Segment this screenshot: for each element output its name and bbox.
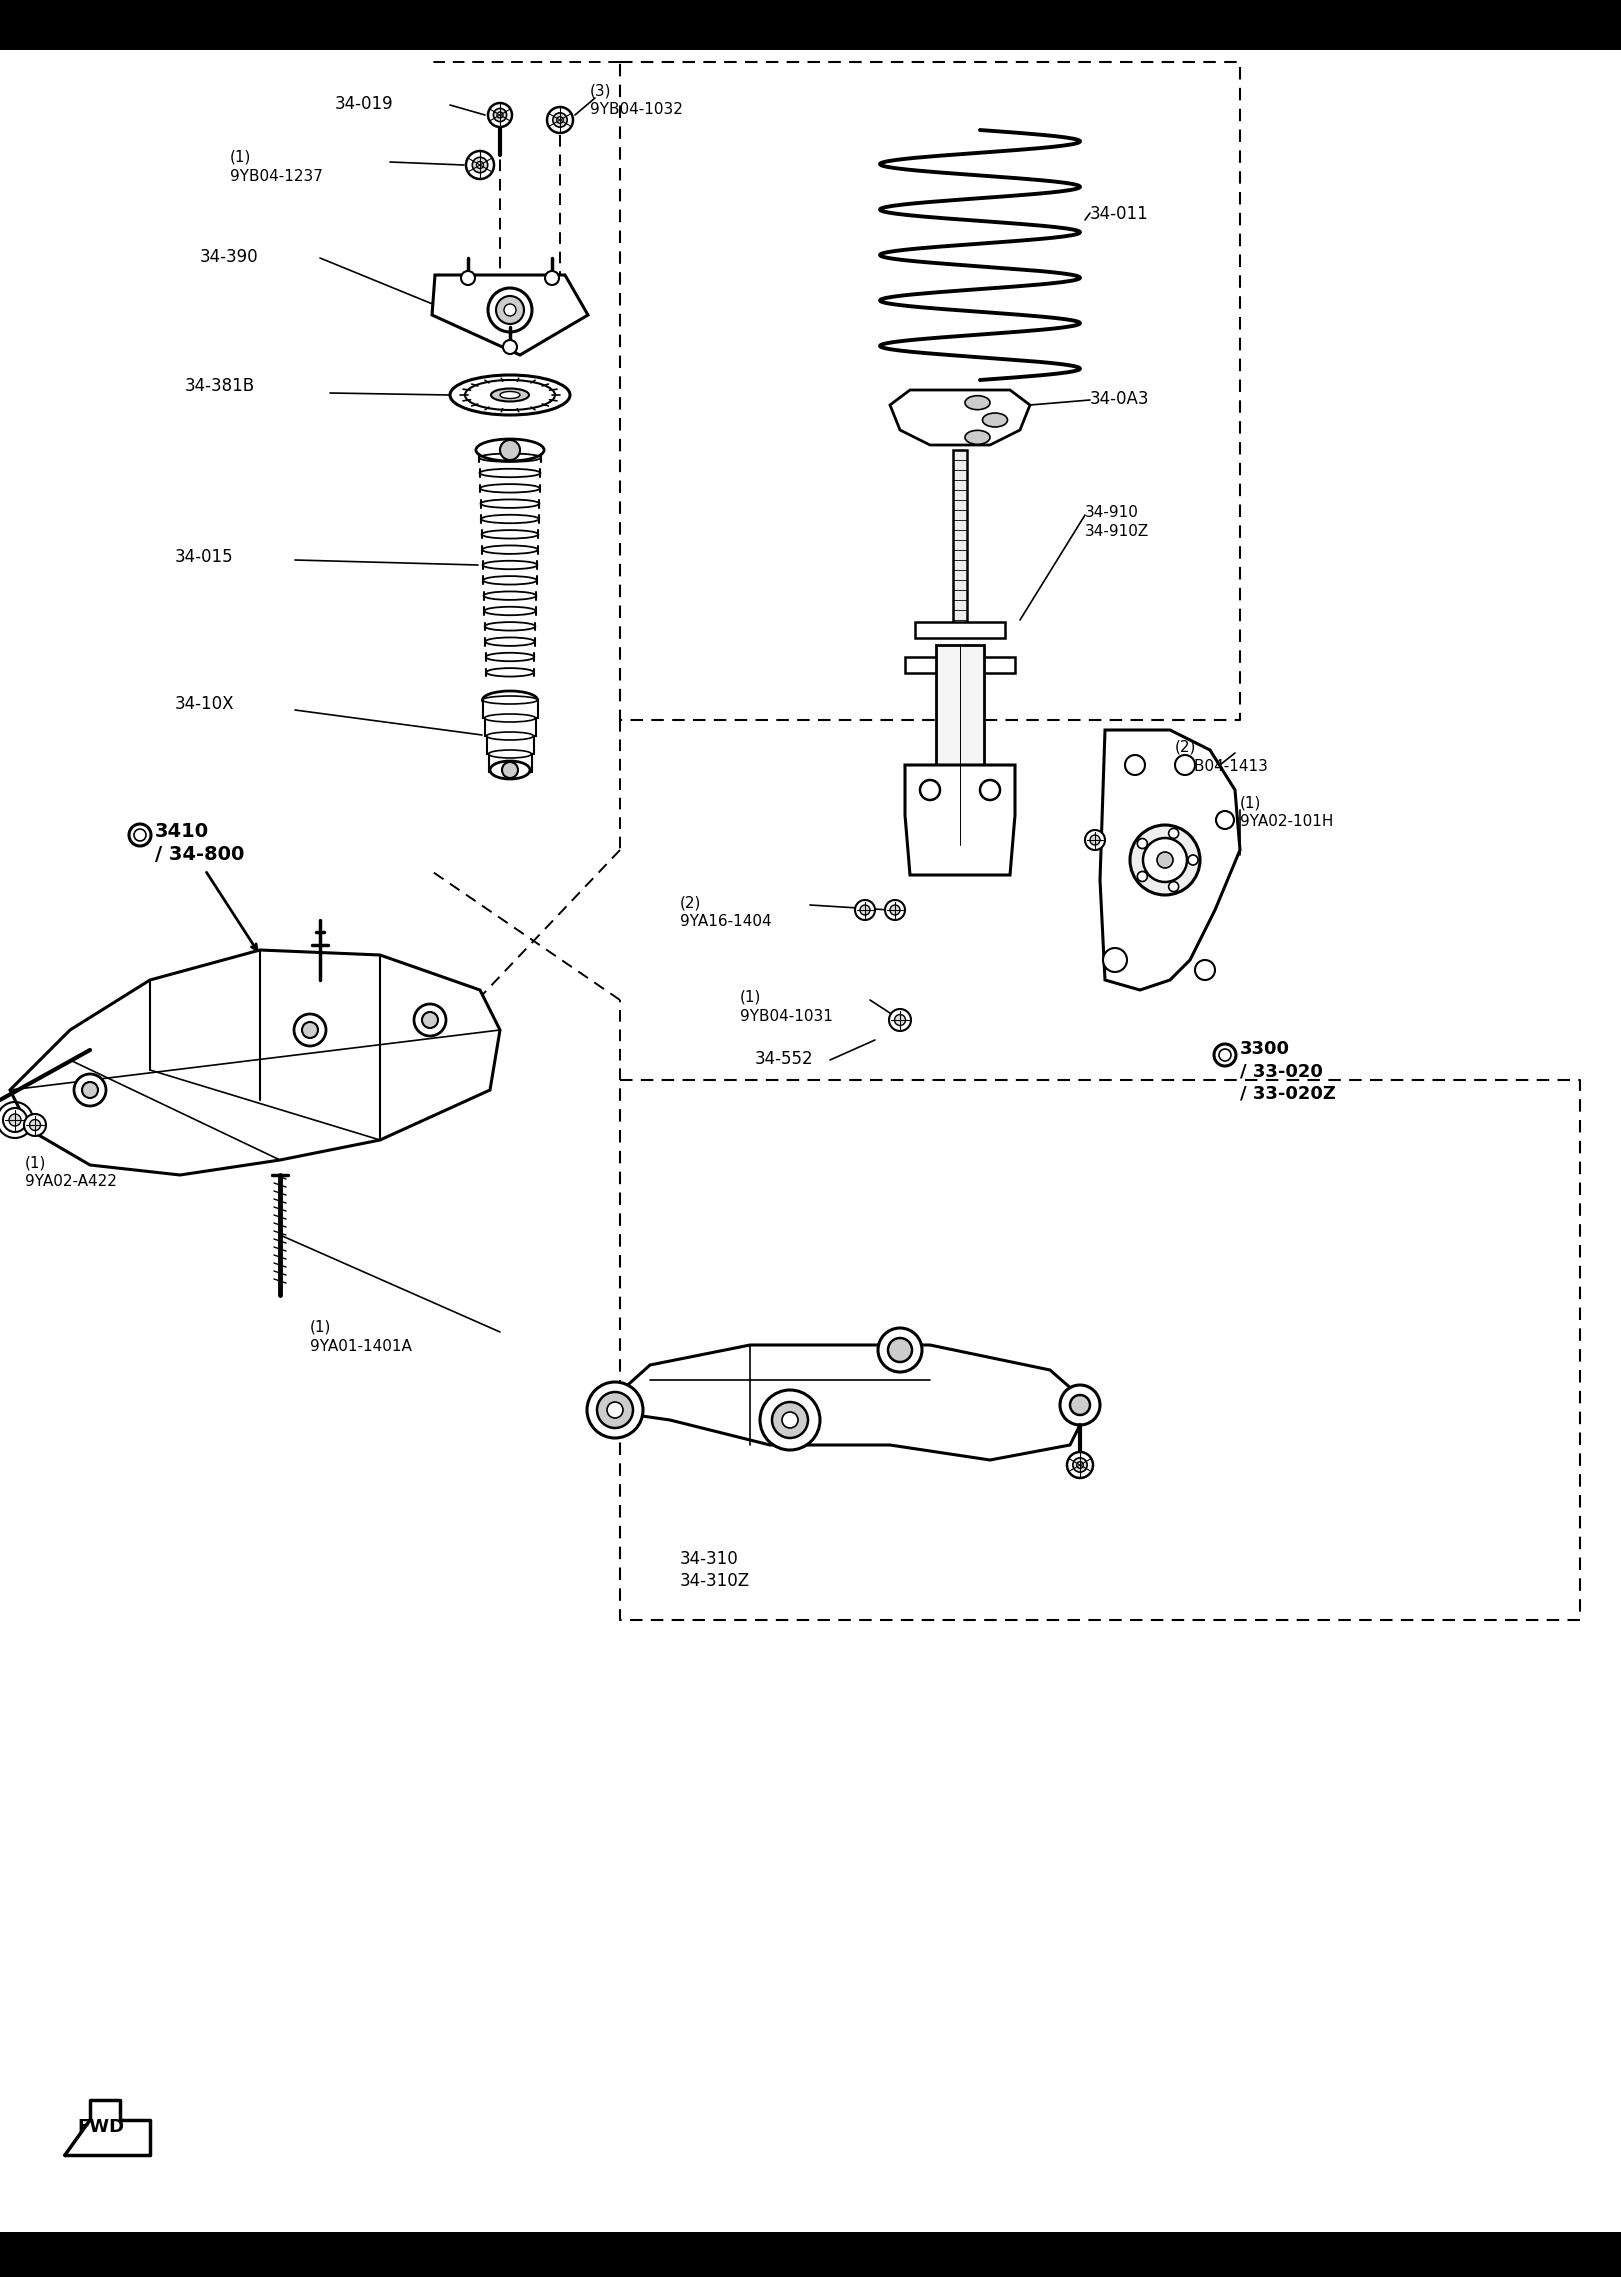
Ellipse shape [483, 697, 538, 704]
Text: (1)
9YB04-1237: (1) 9YB04-1237 [230, 150, 323, 184]
Ellipse shape [486, 731, 533, 740]
Circle shape [921, 781, 940, 799]
Circle shape [1195, 961, 1216, 979]
Ellipse shape [490, 761, 530, 779]
Circle shape [477, 162, 483, 168]
Circle shape [10, 1113, 21, 1127]
Ellipse shape [477, 439, 545, 460]
Bar [0, 2231, 1621, 2277]
Text: (2)
9YA16-1404: (2) 9YA16-1404 [679, 895, 772, 929]
Circle shape [24, 1113, 45, 1136]
Circle shape [413, 1004, 446, 1036]
Text: 34-015: 34-015 [175, 549, 233, 567]
Circle shape [1138, 872, 1148, 881]
Circle shape [1175, 756, 1195, 774]
Text: 34-552: 34-552 [755, 1050, 814, 1068]
Ellipse shape [451, 376, 571, 414]
Text: (1)
9YB04-1031: (1) 9YB04-1031 [741, 990, 833, 1025]
Circle shape [1089, 836, 1101, 845]
Bar [953, 451, 968, 631]
Circle shape [1076, 1462, 1083, 1469]
Circle shape [888, 1009, 911, 1031]
Circle shape [460, 271, 475, 285]
Circle shape [488, 287, 532, 332]
Text: 34-011: 34-011 [1089, 205, 1149, 223]
Circle shape [1143, 838, 1187, 881]
Circle shape [1216, 811, 1234, 829]
Circle shape [1067, 1453, 1093, 1478]
Circle shape [981, 781, 1000, 799]
Text: 3300
/ 33-020
/ 33-020Z: 3300 / 33-020 / 33-020Z [1240, 1041, 1336, 1102]
Bar [0, 0, 1621, 50]
Polygon shape [905, 765, 1015, 874]
Ellipse shape [491, 389, 528, 401]
Text: 34-10X: 34-10X [175, 694, 235, 713]
Circle shape [1188, 854, 1198, 865]
Circle shape [1130, 824, 1200, 895]
Polygon shape [433, 276, 588, 355]
Text: (3)
9YB04-1032: (3) 9YB04-1032 [590, 82, 682, 116]
Ellipse shape [485, 715, 535, 722]
Text: 34-019: 34-019 [336, 96, 394, 114]
Circle shape [504, 305, 515, 317]
Circle shape [888, 1339, 913, 1362]
Ellipse shape [483, 690, 538, 708]
Circle shape [1157, 852, 1174, 868]
Ellipse shape [964, 430, 990, 444]
Text: 34-381B: 34-381B [185, 378, 254, 394]
Text: (2)
9YB04-1413: (2) 9YB04-1413 [1175, 740, 1268, 774]
Text: 3410
/ 34-800: 3410 / 34-800 [156, 822, 245, 865]
Circle shape [488, 102, 512, 128]
Circle shape [895, 1016, 906, 1025]
Circle shape [498, 112, 503, 118]
Text: (1)
9YA01-1401A: (1) 9YA01-1401A [310, 1321, 412, 1353]
Circle shape [879, 1327, 922, 1373]
Text: 34-310
34-310Z: 34-310 34-310Z [679, 1551, 751, 1589]
Circle shape [1125, 756, 1144, 774]
Polygon shape [890, 389, 1029, 444]
Bar [486, 735, 533, 754]
Circle shape [472, 157, 488, 173]
Circle shape [465, 150, 494, 180]
Circle shape [1070, 1396, 1089, 1414]
Text: 34-910
34-910Z: 34-910 34-910Z [1084, 505, 1149, 540]
Circle shape [1169, 881, 1178, 893]
Polygon shape [10, 950, 499, 1175]
Ellipse shape [499, 392, 520, 398]
Circle shape [545, 271, 559, 285]
Circle shape [556, 116, 562, 123]
Circle shape [1138, 838, 1148, 849]
Circle shape [493, 109, 507, 121]
Ellipse shape [982, 412, 1008, 428]
Text: FWD: FWD [78, 2118, 125, 2136]
Text: (1)
9YA02-101H: (1) 9YA02-101H [1240, 795, 1334, 829]
Circle shape [861, 904, 870, 915]
Circle shape [854, 899, 875, 920]
Circle shape [1169, 829, 1178, 838]
Bar [905, 658, 1015, 674]
Circle shape [499, 439, 520, 460]
Circle shape [760, 1389, 820, 1450]
Bar [485, 717, 535, 735]
Circle shape [421, 1011, 438, 1027]
Circle shape [1073, 1457, 1088, 1473]
Circle shape [587, 1382, 644, 1439]
Circle shape [1102, 947, 1127, 972]
Text: (1)
9YA02-A422: (1) 9YA02-A422 [24, 1154, 117, 1189]
Polygon shape [1101, 731, 1240, 990]
Circle shape [29, 1120, 41, 1129]
Circle shape [503, 339, 517, 353]
Circle shape [3, 1109, 28, 1132]
Circle shape [496, 296, 524, 323]
Ellipse shape [964, 396, 990, 410]
Bar [935, 644, 984, 845]
Circle shape [890, 904, 900, 915]
Bar [488, 754, 532, 772]
Polygon shape [600, 1346, 1089, 1460]
Circle shape [546, 107, 572, 132]
Circle shape [772, 1403, 807, 1439]
Text: 34-390: 34-390 [199, 248, 259, 266]
Circle shape [302, 1022, 318, 1038]
Circle shape [606, 1403, 622, 1419]
Circle shape [83, 1082, 97, 1098]
